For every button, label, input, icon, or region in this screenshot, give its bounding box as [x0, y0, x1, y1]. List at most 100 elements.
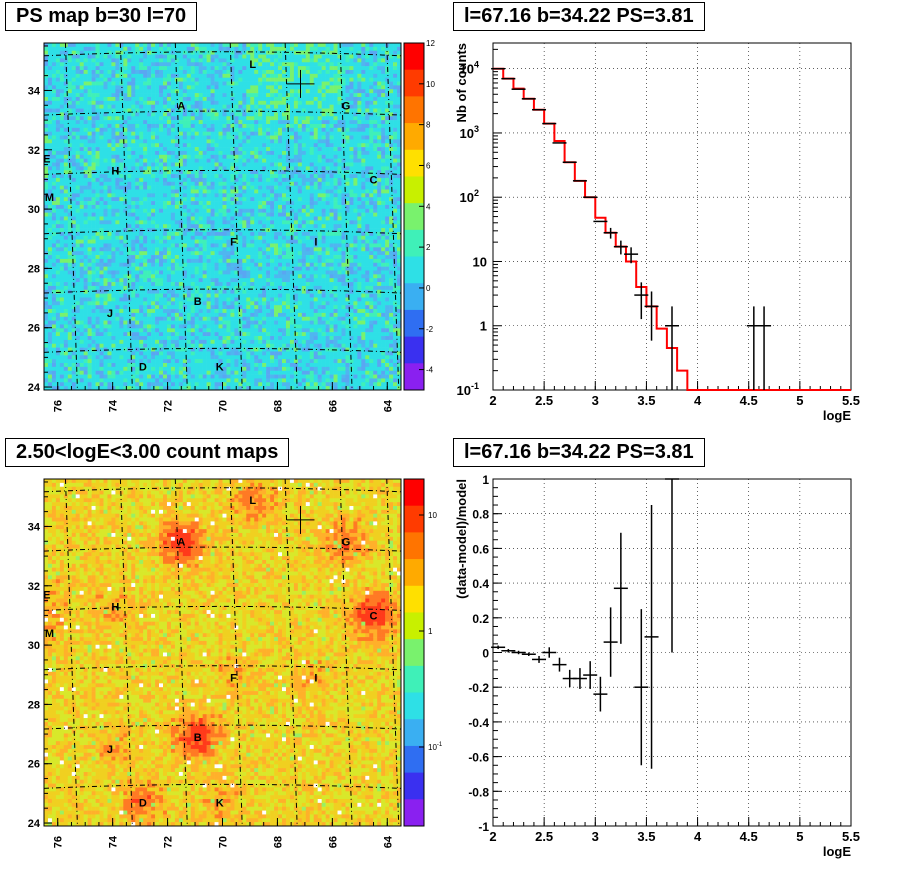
map-pixel: [166, 251, 172, 256]
map-pixel: [131, 89, 136, 94]
map-pixel: [258, 204, 263, 210]
map-pixel: [198, 274, 203, 279]
map-pixel: [226, 320, 231, 325]
map-pixel: [151, 312, 156, 318]
map-pixel: [119, 100, 124, 105]
map-pixel: [103, 162, 108, 167]
map-pixel: [51, 328, 57, 333]
map-pixel: [262, 89, 267, 94]
map-pixel: [59, 54, 65, 59]
map-pixel: [143, 127, 148, 132]
map-pixel: [95, 343, 100, 348]
map-pixel: [51, 243, 57, 248]
map-pixel: [182, 366, 188, 372]
map-pixel: [99, 212, 104, 217]
map-pixel: [238, 170, 243, 175]
map-pixel: [250, 309, 255, 314]
map-pixel: [174, 285, 180, 291]
map-pixel: [44, 220, 49, 225]
map-pixel: [55, 54, 61, 59]
map-pixel: [214, 270, 219, 275]
map-pixel: [214, 135, 219, 140]
map-pixel: [163, 247, 168, 252]
map-pixel: [95, 370, 100, 375]
map-pixel: [234, 123, 239, 129]
map-pixel: [123, 366, 128, 372]
map-pixel: [250, 127, 255, 132]
map-pixel: [198, 324, 203, 329]
map-pixel: [202, 274, 207, 279]
map-pixel: [51, 266, 57, 271]
map-pixel: [234, 378, 239, 383]
map-pixel: [226, 104, 231, 109]
map-pixel: [202, 181, 207, 186]
map-pixel: [230, 81, 235, 86]
map-pixel: [44, 81, 49, 86]
map-pixel: [71, 189, 77, 194]
map-pixel: [206, 255, 211, 260]
map-pixel: [147, 274, 152, 279]
map-pixel: [139, 62, 144, 67]
map-pixel: [123, 278, 128, 283]
map-pixel: [95, 262, 100, 267]
map-pixel: [83, 339, 88, 345]
map-pixel: [59, 170, 65, 175]
map-pixel: [202, 120, 207, 125]
map-pixel: [51, 50, 57, 55]
map-pixel: [63, 93, 69, 98]
map-pixel: [135, 201, 140, 206]
map-pixel: [44, 316, 49, 321]
map-pixel: [87, 162, 92, 167]
map-pixel: [99, 297, 104, 302]
map-pixel: [71, 77, 77, 82]
map-pixel: [246, 104, 251, 109]
map-pixel: [107, 301, 112, 306]
map-pixel: [115, 66, 120, 71]
map-pixel: [190, 266, 196, 271]
map-pixel: [79, 301, 84, 306]
map-pixel: [250, 336, 255, 341]
map-pixel: [214, 363, 219, 368]
map-pixel: [163, 116, 168, 121]
map-pixel: [159, 224, 164, 229]
map-pixel: [222, 204, 227, 210]
map-pixel: [119, 343, 124, 348]
map-pixel: [147, 147, 152, 152]
map-pixel: [71, 378, 77, 383]
map-pixel: [91, 332, 96, 337]
map-pixel: [107, 100, 112, 105]
map-pixel: [95, 181, 100, 186]
map-pixel: [151, 181, 156, 186]
map-pixel: [226, 374, 231, 379]
map-pixel: [254, 89, 259, 94]
map-pixel: [147, 93, 152, 98]
map-pixel: [238, 69, 243, 75]
map-pixel: [202, 262, 207, 267]
map-pixel: [139, 135, 144, 140]
map-pixel: [174, 116, 180, 121]
map-pixel: [194, 328, 199, 333]
map-pixel: [59, 305, 65, 310]
map-pixel: [258, 147, 263, 152]
map-pixel: [178, 332, 184, 337]
map-pixel: [115, 54, 120, 59]
map-pixel: [59, 62, 65, 67]
map-pixel: [147, 224, 152, 229]
map-pixel: [198, 77, 203, 82]
map-pixel: [107, 131, 112, 136]
map-pixel: [59, 359, 65, 364]
map-pixel: [143, 54, 148, 59]
map-pixel: [163, 320, 168, 325]
map-pixel: [194, 270, 199, 275]
map-pixel: [214, 312, 219, 318]
map-pixel: [67, 139, 73, 144]
map-pixel: [139, 81, 144, 86]
map-pixel: [63, 316, 69, 321]
map-pixel: [151, 135, 156, 140]
map-pixel: [210, 135, 215, 140]
map-pixel: [163, 328, 168, 333]
map-pixel: [131, 85, 136, 90]
map-pixel: [198, 158, 203, 163]
map-pixel: [75, 108, 80, 113]
map-pixel: [174, 73, 180, 78]
